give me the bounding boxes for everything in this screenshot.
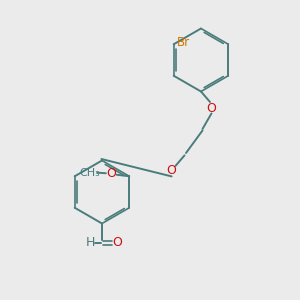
Text: CH₃: CH₃	[79, 168, 100, 178]
Text: O: O	[112, 236, 122, 250]
Text: O: O	[166, 164, 176, 178]
Text: O: O	[207, 101, 216, 115]
Text: O: O	[106, 167, 116, 180]
Text: H: H	[85, 236, 95, 250]
Text: Br: Br	[177, 36, 190, 49]
